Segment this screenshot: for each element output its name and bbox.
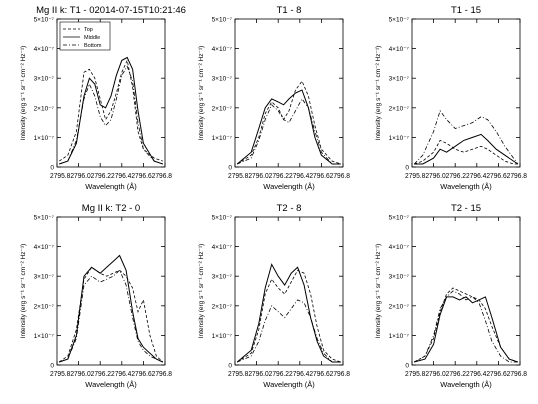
series-line-solid: [414, 133, 519, 165]
y-tick-label: 1×10⁻⁷: [34, 135, 55, 142]
y-tick-label: 5×10⁻⁷: [212, 17, 233, 24]
y-tick-label: 4×10⁻⁷: [34, 244, 55, 251]
y-tick-label: 5×10⁻⁷: [34, 215, 55, 222]
y-axis-label: Intensity (erg s⁻¹ sr⁻¹ cm⁻² Hz⁻¹): [198, 244, 205, 339]
y-tick-label: 0: [228, 165, 232, 172]
y-tick-label: 3×10⁻⁷: [212, 274, 233, 281]
x-axis-label: Wavelength (Å): [85, 182, 137, 191]
chart-panel-3: T1 - 15 0 1×10⁻⁷ 2×10⁻⁷ 3×10⁻⁷ 4×10⁻⁷ 5×10⁻⁷ 27…: [375, 5, 527, 191]
plot-frame: [411, 18, 521, 168]
y-tick-label: 2×10⁻⁷: [389, 105, 410, 112]
series-line-dashed: [58, 266, 164, 363]
legend-label: Middle: [84, 35, 100, 41]
chart-panel-5: T2 - 8 0 1×10⁻⁷ 2×10⁻⁷ 3×10⁻⁷ 4×10⁻⁷ 5×10⁻⁷ 279…: [198, 203, 350, 389]
chart-title: T2 - 15: [451, 203, 481, 214]
y-tick-label: 2×10⁻⁷: [34, 105, 55, 112]
y-tick-label: 5×10⁻⁷: [389, 17, 410, 24]
x-axis-label: Wavelength (Å): [85, 380, 137, 389]
chart-title: T1 - 15: [451, 5, 481, 16]
chart-panel-4: Mg II k: T2 - 0 0 1×10⁻⁷ 2×10⁻⁷ 3×10⁻⁷ 4×10⁻⁷…: [20, 203, 172, 389]
x-axis-label: Wavelength (Å): [263, 182, 315, 191]
chart-panel-2: T1 - 8 0 1×10⁻⁷ 2×10⁻⁷ 3×10⁻⁷ 4×10⁻⁷ 5×10⁻⁷ 279…: [198, 5, 350, 191]
series-line-solid: [236, 89, 341, 165]
y-tick-label: 3×10⁻⁷: [212, 76, 233, 83]
y-axis-label: Intensity (erg s⁻¹ sr⁻¹ cm⁻² Hz⁻¹): [20, 244, 27, 339]
series-line-dash-dot: [237, 299, 341, 363]
y-tick-label: 3×10⁻⁷: [389, 76, 410, 83]
series-line-dash-dot: [59, 269, 163, 363]
y-axis-label: Intensity (erg s⁻¹ sr⁻¹ cm⁻² Hz⁻¹): [198, 46, 205, 141]
series-line-dash-dot: [59, 65, 163, 165]
y-tick-label: 5×10⁻⁷: [212, 215, 233, 222]
y-tick-label: 2×10⁻⁷: [212, 303, 233, 310]
y-tick-label: 0: [405, 165, 409, 172]
chart-panel-1: Mg II k: T1 - 02014-07-15T10:21:46 0 1×10⁻…: [20, 5, 186, 191]
y-tick-label: 0: [228, 363, 232, 370]
series-line-dashed: [236, 80, 341, 165]
y-tick-label: 1×10⁻⁷: [34, 333, 55, 340]
y-tick-label: 3×10⁻⁷: [389, 274, 410, 281]
series-line-dash-dot: [413, 109, 519, 165]
y-tick-label: 3×10⁻⁷: [34, 76, 55, 83]
x-axis-label: Wavelength (Å): [263, 380, 315, 389]
series-line-dashed: [414, 139, 518, 165]
y-tick-label: 3×10⁻⁷: [34, 274, 55, 281]
series-line-dash-dot: [414, 290, 518, 363]
y-tick-label: 4×10⁻⁷: [212, 46, 233, 53]
x-tick-labels: 2795.82796.02796.22796.42796.62796.8: [50, 371, 172, 378]
y-tick-label: 2×10⁻⁷: [389, 303, 410, 310]
x-axis-label: Wavelength (Å): [440, 380, 492, 389]
chart-title: T2 - 8: [277, 203, 302, 214]
chart-title: Mg II k: T2 - 0: [82, 203, 140, 214]
legend: Top Middle Bottom: [59, 21, 111, 51]
series-line-dashed: [58, 59, 163, 162]
y-tick-label: 0: [50, 165, 54, 172]
y-axis-label: Intensity (erg s⁻¹ sr⁻¹ cm⁻² Hz⁻¹): [375, 244, 382, 339]
plot-frame: [411, 216, 521, 366]
plot-frame: [234, 18, 344, 168]
chart-title: Mg II k: T1 - 02014-07-15T10:21:46: [36, 5, 186, 16]
y-tick-label: 4×10⁻⁷: [212, 244, 233, 251]
legend-label: Top: [84, 27, 93, 33]
y-tick-label: 4×10⁻⁷: [389, 46, 410, 53]
x-tick-labels: 2795.82796.02796.22796.42796.62796.8: [228, 173, 350, 180]
y-tick-label: 0: [405, 363, 409, 370]
x-tick-labels: 2795.82796.02796.22796.42796.62796.8: [405, 371, 527, 378]
y-axis-label: Intensity (erg s⁻¹ sr⁻¹ cm⁻² Hz⁻¹): [20, 46, 27, 141]
chart-title: T1 - 8: [277, 5, 302, 16]
y-tick-label: 2×10⁻⁷: [34, 303, 55, 310]
plot-frame: [56, 18, 166, 168]
chart-panel-6: T2 - 15 0 1×10⁻⁷ 2×10⁻⁷ 3×10⁻⁷ 4×10⁻⁷ 5×10⁻⁷ 27…: [375, 203, 527, 389]
x-tick-labels: 2795.82796.02796.22796.42796.62796.8: [50, 173, 172, 180]
y-tick-label: 5×10⁻⁷: [389, 215, 410, 222]
y-tick-label: 1×10⁻⁷: [389, 135, 410, 142]
series-line-dashed: [414, 287, 518, 363]
y-tick-label: 1×10⁻⁷: [212, 135, 233, 142]
series-line-solid: [236, 263, 341, 363]
y-tick-label: 1×10⁻⁷: [389, 333, 410, 340]
legend-box: [59, 21, 111, 51]
series-line-dashed: [236, 269, 341, 363]
x-tick-labels: 2795.82796.02796.22796.42796.62796.8: [405, 173, 527, 180]
y-tick-label: 1×10⁻⁷: [212, 333, 233, 340]
series-line-dash-dot: [237, 98, 341, 165]
series-line-solid: [414, 296, 518, 363]
y-axis-label: Intensity (erg s⁻¹ sr⁻¹ cm⁻² Hz⁻¹): [375, 46, 382, 141]
x-tick-labels: 2795.82796.02796.22796.42796.62796.8: [228, 371, 350, 378]
x-axis-label: Wavelength (Å): [440, 182, 492, 191]
y-tick-label: 0: [50, 363, 54, 370]
series-line-solid: [59, 254, 164, 363]
plot-frame: [56, 216, 166, 366]
plot-frame: [234, 216, 344, 366]
y-tick-label: 4×10⁻⁷: [34, 46, 55, 53]
y-tick-label: 4×10⁻⁷: [389, 244, 410, 251]
legend-label: Bottom: [84, 43, 102, 49]
y-tick-label: 2×10⁻⁷: [212, 105, 233, 112]
y-tick-label: 5×10⁻⁷: [34, 17, 55, 24]
